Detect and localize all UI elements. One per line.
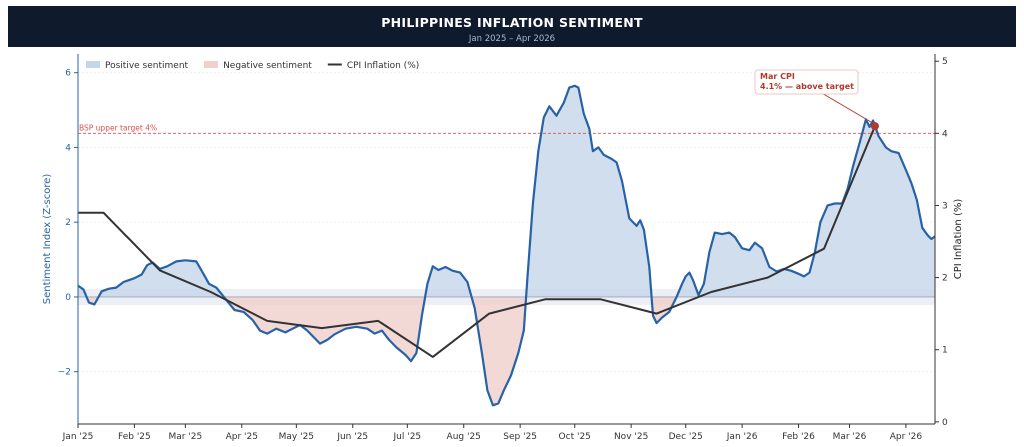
legend-label: Positive sentiment — [105, 61, 189, 71]
legend-item: CPI Inflation (%) — [327, 61, 419, 71]
negative-sentiment-area — [86, 297, 677, 406]
y-right-axis-title: CPI Inflation (%) — [953, 199, 964, 280]
legend-item: Negative sentiment — [204, 61, 312, 71]
bsp-target-label: BSP upper target 4% — [79, 123, 157, 132]
positive-sentiment-area — [78, 85, 935, 297]
annotation-box — [754, 69, 859, 95]
annotation-arrow — [819, 91, 874, 124]
annotation-line-1: Mar CPI — [760, 72, 795, 81]
x-tick-label: Aug '25 — [447, 432, 481, 442]
y-left-axis-title: Sentiment Index (Z-score) — [42, 174, 53, 305]
x-tick-label: Jun '25 — [336, 432, 368, 442]
y-right-tick-label: 1 — [942, 346, 948, 356]
chart-subtitle: Jan 2025 – Apr 2026 — [468, 34, 556, 44]
x-tick-label: Sep '25 — [503, 432, 537, 442]
x-tick-label: Apr '25 — [226, 432, 258, 442]
legend-item: Positive sentiment — [86, 61, 189, 71]
annotation-marker — [870, 122, 879, 131]
legend-swatch — [204, 61, 219, 68]
x-tick-label: Apr '26 — [890, 432, 923, 442]
x-tick-label: Feb '26 — [782, 432, 815, 442]
axes: −2 0 2 4 6 0 1 2 3 4 5 Jan '25 Feb '25 Mar '25 Apr '25… — [58, 54, 948, 442]
y-right-tick-label: 5 — [942, 57, 948, 67]
y-left-tick-label: 2 — [65, 218, 71, 228]
cpi-line — [78, 125, 876, 358]
x-tick-label: Mar '26 — [833, 432, 867, 442]
y-right-tick-label: 3 — [942, 201, 948, 211]
x-tick-label: Feb '25 — [118, 432, 151, 442]
chart-title: PHILIPPINES INFLATION SENTIMENT — [381, 15, 643, 30]
y-right-tick-label: 0 — [942, 418, 948, 428]
y-left-tick-label: 0 — [65, 293, 71, 303]
mar-cpi-annotation: Mar CPI 4.1% — above target — [754, 69, 879, 131]
x-tick-label: Jul '25 — [393, 432, 422, 442]
legend: Positive sentiment Negative sentiment CPI … — [86, 61, 419, 71]
y-right-tick-label: 2 — [942, 274, 948, 284]
y-left-tick-label: −2 — [58, 368, 71, 378]
x-tick-label: Mar '25 — [168, 432, 202, 442]
x-tick-label: May '25 — [279, 432, 314, 442]
sentiment-line — [78, 84, 935, 407]
x-tick-label: Nov '25 — [614, 432, 648, 442]
legend-swatch — [86, 61, 100, 68]
y-left-tick-label: 6 — [65, 69, 71, 79]
x-tick-label: Dec '25 — [669, 432, 703, 442]
legend-label: CPI Inflation (%) — [347, 61, 419, 71]
legend-label: Negative sentiment — [223, 61, 312, 71]
x-tick-label: Jan '26 — [726, 432, 758, 442]
title-banner: PHILIPPINES INFLATION SENTIMENT Jan 2025… — [8, 6, 1016, 47]
x-tick-label: Oct '25 — [559, 432, 591, 442]
y-left-tick-label: 4 — [65, 143, 71, 153]
x-tick-label: Jan '25 — [62, 432, 94, 442]
y-right-tick-label: 4 — [942, 129, 948, 139]
annotation-line-2: 4.1% — above target — [760, 82, 854, 91]
